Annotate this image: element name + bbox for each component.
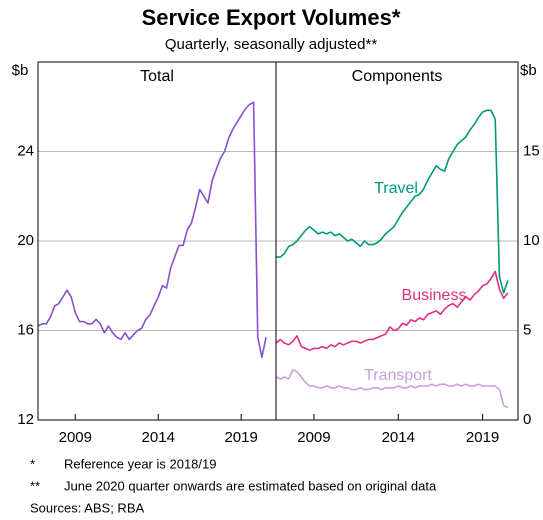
y-tick-label: 20	[17, 232, 34, 249]
x-tick-label: 2014	[382, 429, 415, 446]
panel-title: Components	[352, 68, 443, 85]
subtitle: Quarterly, seasonally adjusted**	[165, 36, 377, 53]
x-tick-label: 2009	[59, 429, 92, 446]
y-tick-label: 12	[17, 411, 34, 428]
footnote-mark: *	[30, 456, 35, 471]
footnote-text: Reference year is 2018/19	[64, 456, 216, 471]
y-tick-label: 5	[523, 321, 531, 338]
y-axis-label: $b	[12, 62, 29, 79]
y-axis-label: $b	[520, 62, 537, 79]
data-line	[276, 109, 509, 294]
data-line	[275, 369, 509, 409]
footnote-mark: **	[30, 478, 40, 493]
data-line	[275, 270, 509, 351]
y-tick-label: 0	[523, 411, 531, 428]
y-tick-label: 16	[17, 321, 34, 338]
series-label: Transport	[364, 367, 432, 384]
series-label: Travel	[374, 180, 418, 197]
title: Service Export Volumes*	[142, 5, 401, 30]
x-tick-label: 2019	[466, 429, 499, 446]
data-line	[37, 101, 267, 359]
plot-frame	[37, 61, 519, 421]
y-tick-label: 15	[523, 142, 540, 159]
series-label: Business	[402, 287, 467, 304]
x-tick-label: 2014	[142, 429, 175, 446]
sources: Sources: ABS; RBA	[30, 500, 144, 515]
x-tick-label: 2009	[297, 429, 330, 446]
y-tick-label: 24	[17, 142, 34, 159]
footnote-text: June 2020 quarter onwards are estimated …	[64, 478, 437, 493]
y-tick-label: 10	[523, 232, 540, 249]
x-tick-label: 2019	[224, 429, 257, 446]
panel-title: Total	[140, 68, 174, 85]
